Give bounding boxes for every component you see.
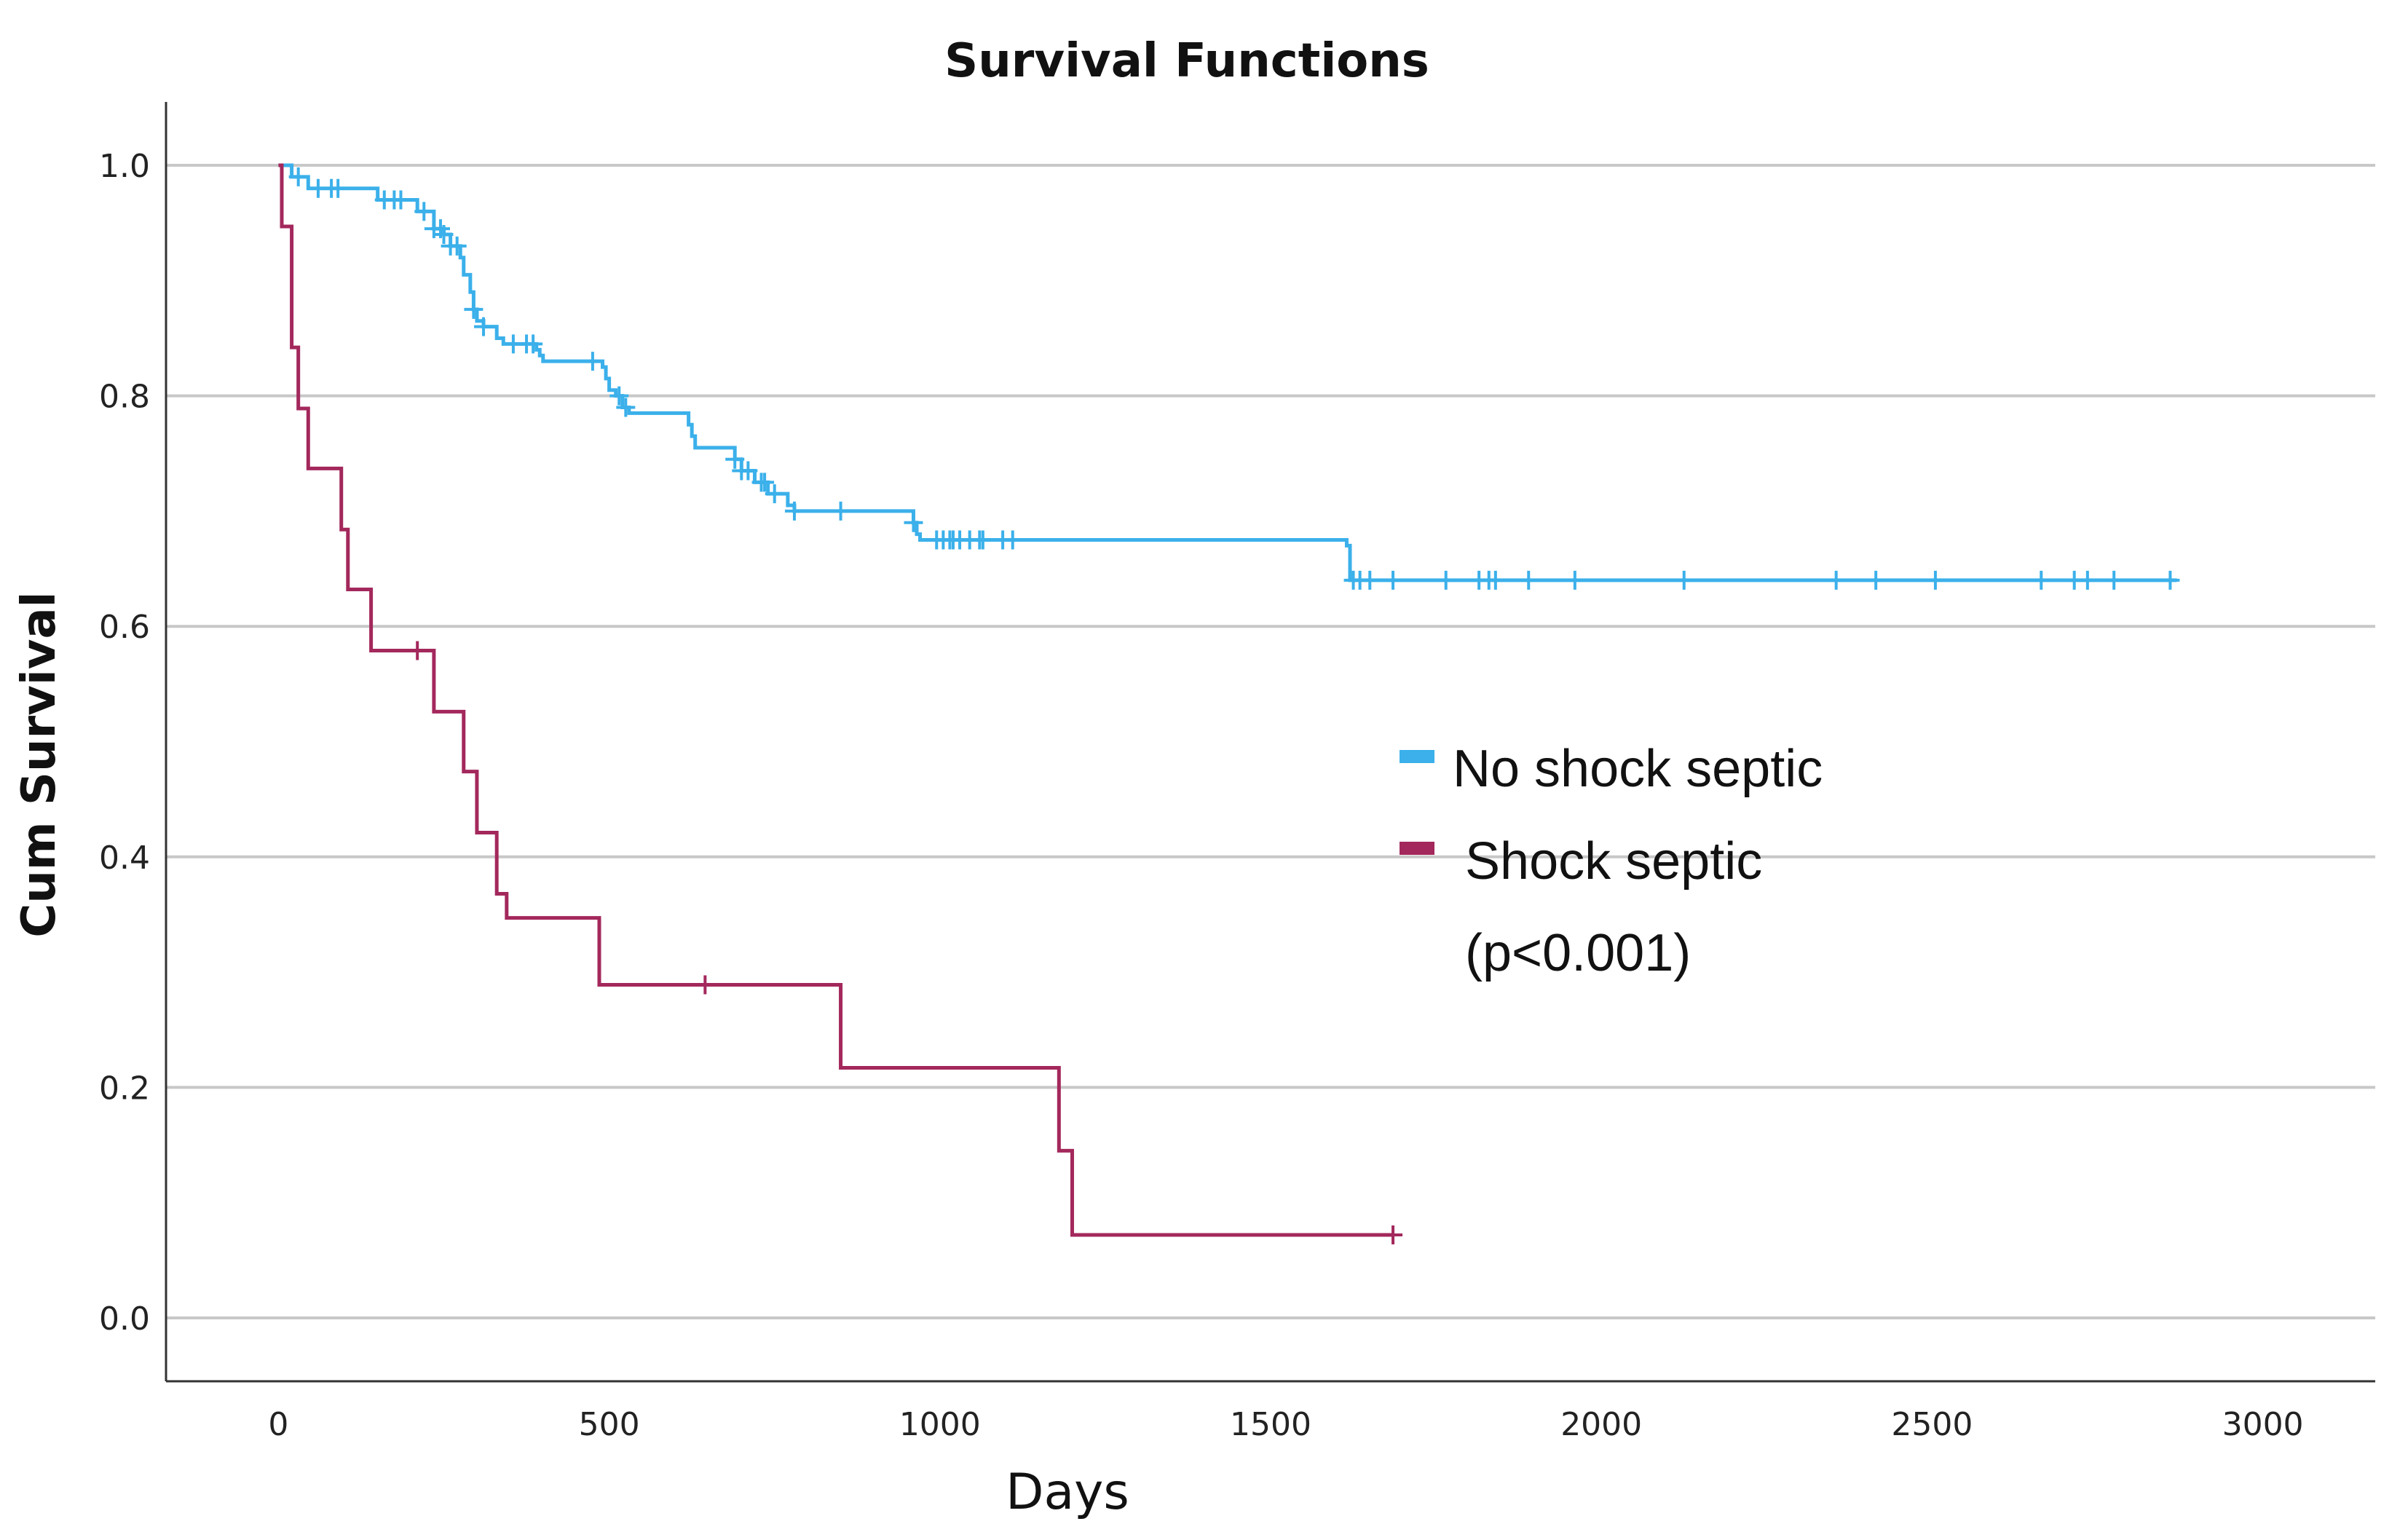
censor-mark-no-shock-septic xyxy=(2077,570,2097,590)
y-tick-label: 1.0 xyxy=(99,148,150,185)
censor-mark-no-shock-septic xyxy=(583,352,602,371)
censor-mark-no-shock-septic xyxy=(2104,570,2124,590)
censor-mark-no-shock-septic xyxy=(288,167,308,186)
censor-mark-no-shock-septic xyxy=(725,449,745,469)
legend-swatch-no-shock-septic xyxy=(1400,750,1434,763)
censor-mark-no-shock-septic xyxy=(738,461,758,481)
series-line-no-shock-septic xyxy=(278,163,2177,583)
censor-mark-no-shock-septic xyxy=(1360,570,1380,590)
y-tick-label: 0.6 xyxy=(99,609,150,646)
axes xyxy=(165,102,2375,1383)
censor-mark-no-shock-septic xyxy=(755,473,775,492)
censor-mark-no-shock-septic xyxy=(2032,570,2051,590)
censor-mark-no-shock-septic xyxy=(1519,570,1539,590)
censor-mark-shock-septic xyxy=(408,641,427,660)
censor-mark-no-shock-septic xyxy=(609,386,629,406)
censor-mark-no-shock-septic xyxy=(1925,570,1945,590)
x-tick-label: 2500 xyxy=(1891,1406,1973,1443)
series-line-shock-septic xyxy=(278,163,1394,1237)
x-tick-label: 1000 xyxy=(899,1406,981,1443)
censor-mark-no-shock-septic xyxy=(328,178,348,198)
censor-mark-no-shock-septic xyxy=(391,190,411,210)
x-tick-label: 500 xyxy=(579,1406,640,1443)
y-tick-label: 0.8 xyxy=(99,379,150,416)
censor-mark-no-shock-septic xyxy=(1866,570,1886,590)
censor-mark-no-shock-septic xyxy=(973,530,992,550)
x-tick-labels: 0 500 1000 1500 2000 2500 3000 xyxy=(268,1406,2303,1443)
censor-mark-no-shock-septic xyxy=(616,398,636,417)
censor-mark-no-shock-septic xyxy=(1565,570,1584,590)
censor-mark-no-shock-septic xyxy=(447,236,467,256)
censor-mark-no-shock-septic xyxy=(474,317,494,336)
x-tick-label: 1500 xyxy=(1230,1406,1311,1443)
censor-mark-no-shock-septic xyxy=(1674,570,1694,590)
censor-mark-no-shock-septic xyxy=(414,202,434,221)
x-tick-label: 2000 xyxy=(1560,1406,1642,1443)
y-tick-label: 0.2 xyxy=(99,1070,150,1107)
censor-mark-no-shock-septic xyxy=(1485,570,1505,590)
legend-label-no-shock-septic: No shock septic xyxy=(1453,740,1823,798)
x-axis-title: Days xyxy=(1006,1464,1129,1521)
p-value-annotation: (p<0.001) xyxy=(1465,924,1691,982)
x-tick-label: 0 xyxy=(268,1406,288,1443)
gridlines xyxy=(166,164,2375,1319)
censor-mark-shock-septic xyxy=(1383,1225,1403,1244)
censor-mark-shock-septic xyxy=(695,975,715,995)
censor-mark-no-shock-septic xyxy=(904,513,923,532)
censor-mark-no-shock-septic xyxy=(1003,530,1022,550)
censor-mark-no-shock-septic xyxy=(784,501,804,521)
censor-mark-no-shock-septic xyxy=(1383,570,1403,590)
censor-mark-no-shock-septic xyxy=(2160,570,2180,590)
legend-swatch-shock-septic xyxy=(1400,842,1434,855)
censor-mark-no-shock-septic xyxy=(765,484,784,504)
y-tick-label: 0.0 xyxy=(99,1300,150,1338)
censor-mark-no-shock-septic xyxy=(1826,570,1846,590)
censor-mark-no-shock-septic xyxy=(464,299,483,319)
y-axis-title: Cum Survival xyxy=(12,591,66,937)
censor-mark-no-shock-septic xyxy=(434,225,454,245)
censor-mark-no-shock-septic xyxy=(831,501,850,521)
y-tick-label: 0.4 xyxy=(99,840,150,877)
legend: No shock septic Shock septic (p<0.001) xyxy=(1400,740,1823,982)
x-tick-label: 3000 xyxy=(2222,1406,2304,1443)
censor-mark-no-shock-septic xyxy=(524,334,543,354)
legend-label-shock-septic: Shock septic xyxy=(1465,832,1762,891)
chart-title: Survival Functions xyxy=(944,34,1429,88)
y-tick-labels: 0.0 0.2 0.4 0.6 0.8 1.0 xyxy=(99,148,150,1338)
censor-mark-no-shock-septic xyxy=(1436,570,1456,590)
series-lines xyxy=(278,163,2180,1244)
